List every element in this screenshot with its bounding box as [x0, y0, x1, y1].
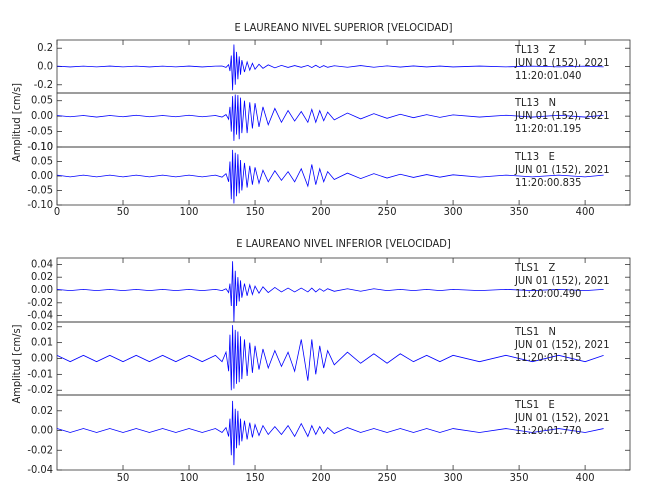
y-tick-label: -0.04 [27, 463, 53, 476]
x-tick-label: 350 [510, 205, 529, 218]
station-label: TLS1 Z [514, 261, 556, 274]
y-tick-label: -0.05 [27, 125, 53, 138]
x-tick-label: 50 [117, 471, 130, 484]
y-tick-label: -0.2 [34, 78, 53, 91]
x-tick-label: 400 [576, 471, 595, 484]
time-label: 11:20:00.490 [515, 287, 581, 300]
y-tick-label: -0.04 [27, 309, 53, 322]
station-label: TL13 N [514, 96, 556, 109]
time-label: 11:20:01.115 [515, 351, 581, 364]
panel-frame [56, 394, 631, 471]
waveform [56, 94, 604, 141]
y-tick-label: 0.04 [31, 257, 53, 270]
y-tick-label: -0.02 [27, 296, 53, 309]
x-tick-label: 0 [54, 205, 60, 218]
x-tick-label: 400 [576, 205, 595, 218]
x-tick-label: 50 [117, 205, 130, 218]
y-tick-label: 0.00 [31, 109, 53, 122]
waveform [56, 325, 604, 391]
y-axis-label: Amplitud [cm/s] [10, 83, 23, 162]
station-label: TLS1 N [514, 325, 556, 338]
x-tick-label: 300 [444, 205, 463, 218]
x-tick-label: 250 [378, 205, 397, 218]
time-label: 11:20:01.770 [515, 424, 581, 437]
y-tick-label: 0.00 [31, 352, 53, 365]
waveform [56, 149, 604, 204]
x-tick-label: 200 [312, 205, 331, 218]
date-label: JUN 01 (152), 2021 [514, 56, 610, 69]
time-label: 11:20:01.040 [515, 69, 581, 82]
station-label: TL13 Z [514, 43, 556, 56]
y-tick-label: 0.00 [31, 283, 53, 296]
date-label: JUN 01 (152), 2021 [514, 109, 610, 122]
station-label: TLS1 E [514, 398, 555, 411]
date-label: JUN 01 (152), 2021 [514, 338, 610, 351]
y-tick-label: -0.10 [27, 140, 53, 153]
y-tick-label: -0.01 [27, 367, 53, 380]
waveform [56, 44, 604, 91]
y-tick-label: 0.00 [31, 169, 53, 182]
x-tick-label: 150 [246, 205, 265, 218]
time-label: 11:20:01.195 [515, 122, 581, 135]
waveform [56, 400, 604, 466]
y-tick-label: 0.02 [31, 320, 53, 333]
x-tick-label: 100 [180, 471, 199, 484]
x-tick-label: 250 [378, 471, 397, 484]
date-label: JUN 01 (152), 2021 [514, 411, 610, 424]
chart-title: E LAUREANO NIVEL SUPERIOR [VELOCIDAD] [234, 21, 452, 34]
y-tick-label: 0.02 [31, 404, 53, 417]
y-tick-label: 0.02 [31, 270, 53, 283]
y-tick-label: 0.0 [37, 60, 53, 73]
y-tick-label: -0.02 [27, 443, 53, 456]
y-tick-label: 0.00 [31, 424, 53, 437]
y-tick-label: 0.01 [31, 336, 53, 349]
time-label: 11:20:00.835 [515, 176, 581, 189]
chart-title: E LAUREANO NIVEL INFERIOR [VELOCIDAD] [236, 237, 451, 250]
date-label: JUN 01 (152), 2021 [514, 163, 610, 176]
y-tick-label: 0.2 [37, 41, 53, 54]
x-tick-label: 100 [180, 205, 199, 218]
y-tick-label: 0.05 [31, 94, 53, 107]
y-axis-label: Amplitud [cm/s] [10, 324, 23, 403]
x-tick-label: 200 [312, 471, 331, 484]
y-tick-label: -0.05 [27, 184, 53, 197]
x-tick-label: 300 [444, 471, 463, 484]
y-tick-label: 0.05 [31, 155, 53, 168]
y-tick-label: -0.02 [27, 383, 53, 396]
station-label: TL13 E [514, 150, 555, 163]
date-label: JUN 01 (152), 2021 [514, 274, 610, 287]
y-tick-label: 0.10 [31, 140, 53, 153]
y-tick-label: -0.10 [27, 198, 53, 211]
waveform [56, 261, 604, 323]
x-tick-label: 150 [246, 471, 265, 484]
x-tick-label: 350 [510, 471, 529, 484]
